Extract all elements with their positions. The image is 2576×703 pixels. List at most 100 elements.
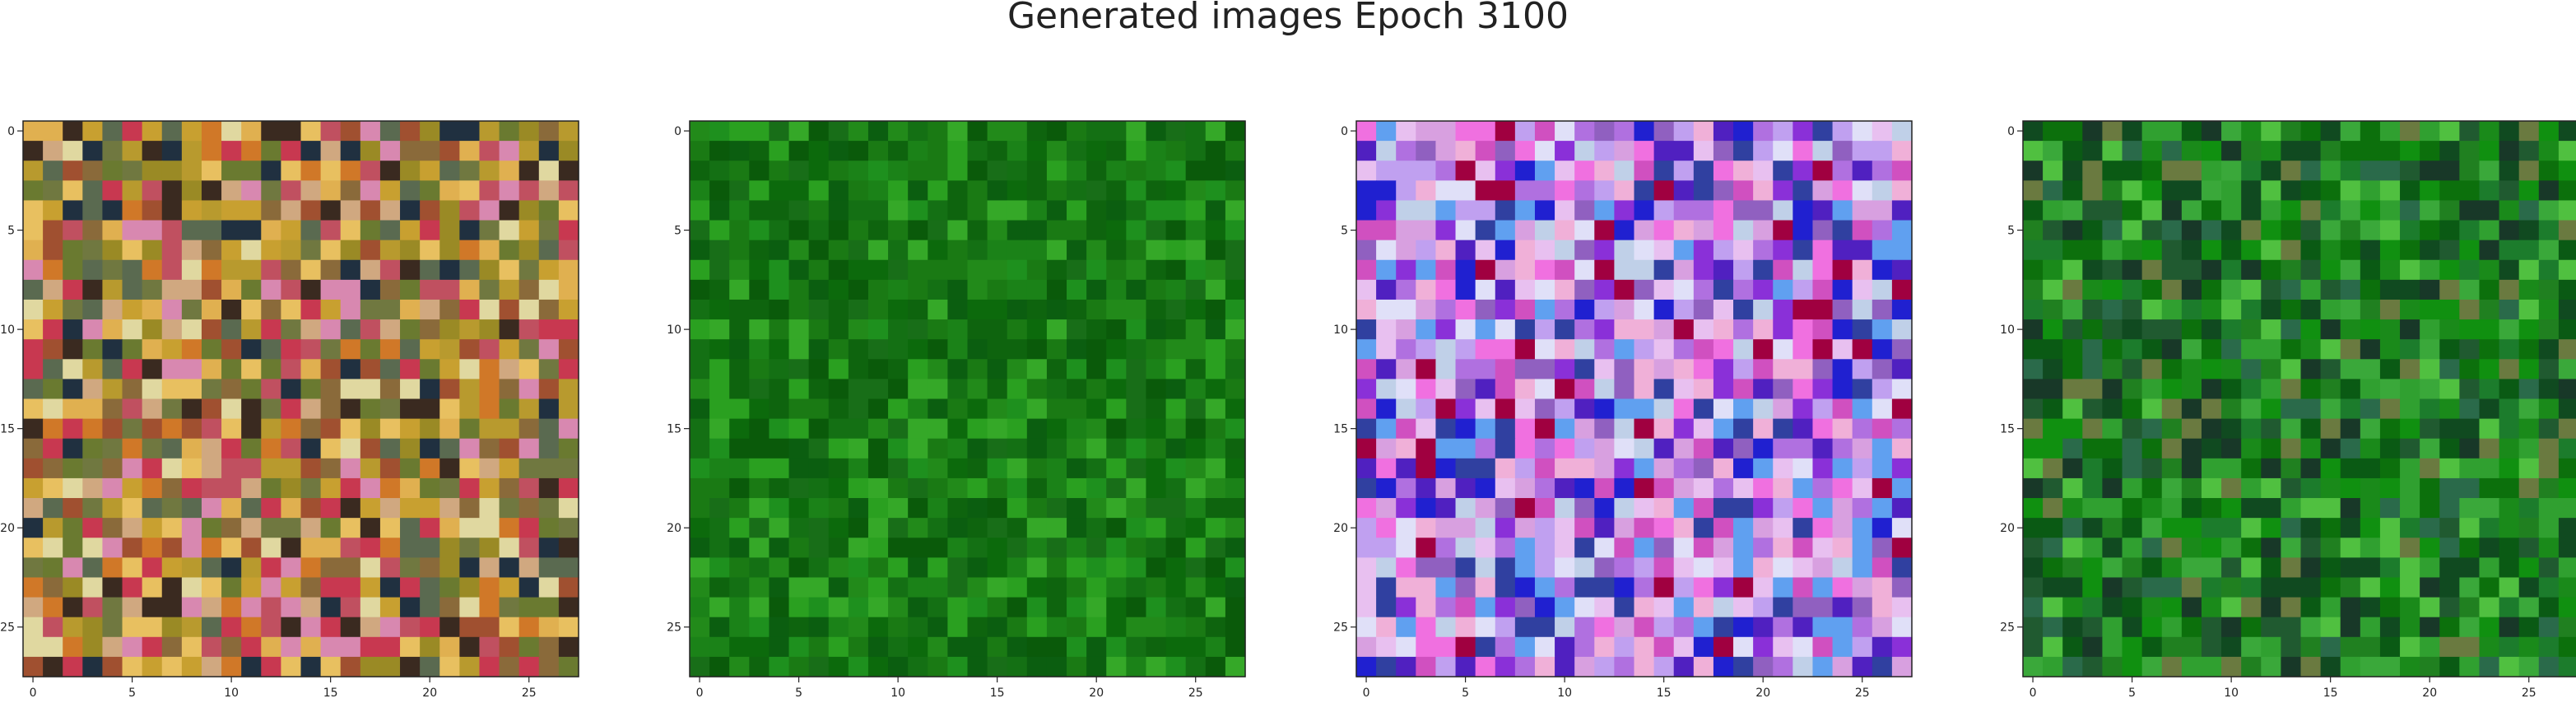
pixel-cell — [828, 279, 849, 300]
pixel-cell — [518, 161, 540, 181]
pixel-cell — [1653, 518, 1675, 538]
pixel-cell — [1026, 498, 1048, 519]
pixel-cell — [2379, 240, 2401, 261]
pixel-cell — [1126, 557, 1147, 579]
pixel-cell — [729, 279, 750, 300]
pixel-cell — [2400, 339, 2420, 360]
pixel-cell — [1106, 379, 1127, 400]
pixel-cell — [439, 141, 460, 161]
pixel-cell — [967, 498, 988, 519]
pixel-cell — [1891, 617, 1913, 638]
pixel-cell — [23, 299, 44, 320]
pixel-cell — [2459, 498, 2481, 519]
pixel-cell — [281, 339, 302, 360]
pixel-cell — [908, 557, 928, 579]
pixel-cell — [1693, 656, 1714, 677]
pixel-cell — [2379, 498, 2401, 519]
pixel-cell — [439, 121, 460, 142]
pixel-cell — [2221, 339, 2242, 360]
pixel-cell — [1046, 557, 1067, 579]
pixel-cell — [2320, 656, 2341, 677]
pixel-cell — [928, 319, 948, 340]
pixel-cell — [1435, 339, 1457, 360]
pixel-cell — [221, 656, 242, 677]
pixel-cell — [538, 557, 560, 579]
pixel-cell — [102, 319, 123, 340]
pixel-cell — [967, 141, 988, 161]
pixel-cell — [1396, 141, 1416, 161]
pixel-cell — [2518, 398, 2540, 420]
pixel-cell — [538, 418, 560, 440]
pixel-cell — [161, 477, 183, 499]
pixel-cell — [1514, 518, 1536, 538]
pixel-cell — [1416, 458, 1437, 479]
pixel-cell — [320, 240, 342, 261]
pixel-cell — [360, 379, 381, 400]
pixel-cell — [1534, 656, 1555, 677]
pixel-cell — [1514, 498, 1536, 519]
pixel-cell — [967, 597, 988, 618]
pixel-cell — [1205, 458, 1226, 479]
pixel-cell — [360, 477, 381, 499]
pixel-cell — [1693, 597, 1714, 618]
pixel-cell — [538, 379, 560, 400]
pixel-cell — [161, 538, 183, 558]
pixel-cell — [1574, 498, 1595, 519]
y-tick-label: 5 — [674, 225, 681, 238]
pixel-cell — [2400, 518, 2420, 538]
pixel-cell — [1205, 577, 1226, 598]
pixel-cell — [2400, 458, 2420, 479]
pixel-cell — [709, 597, 730, 618]
pixel-cell — [379, 141, 401, 161]
pixel-cell — [1007, 538, 1028, 558]
pixel-cell — [1872, 597, 1893, 618]
pixel-cell — [102, 636, 123, 658]
pixel-cell — [221, 299, 242, 320]
pixel-cell — [1225, 299, 1246, 320]
pixel-cell — [2241, 577, 2262, 598]
pixel-cell — [729, 656, 750, 677]
pixel-cell — [947, 498, 969, 519]
pixel-cell — [420, 359, 440, 379]
pixel-cell — [1225, 359, 1246, 379]
pixel-cell — [2459, 636, 2481, 658]
pixel-cell — [2221, 498, 2242, 519]
pixel-cell — [2141, 438, 2163, 459]
pixel-cell — [1046, 259, 1067, 281]
pixel-cell — [2340, 577, 2361, 598]
pixel-cell — [2181, 617, 2202, 638]
pixel-cell — [181, 259, 202, 281]
pixel-cell — [1574, 279, 1595, 300]
pixel-cell — [379, 498, 401, 519]
pixel-cell — [281, 498, 302, 519]
pixel-cell — [23, 597, 44, 618]
pixel-cell — [82, 617, 104, 638]
pixel-cell — [2141, 299, 2163, 320]
pixel-cell — [538, 161, 560, 181]
pixel-cell — [161, 518, 183, 538]
pixel-cell — [1475, 597, 1496, 618]
pixel-cell — [1165, 597, 1187, 618]
pixel-cell — [888, 577, 909, 598]
pixel-cell — [848, 240, 869, 261]
pixel-cell — [1673, 438, 1695, 459]
pixel-cell — [2300, 597, 2322, 618]
pixel-cell — [1653, 418, 1675, 440]
pixel-cell — [221, 359, 242, 379]
pixel-cell — [2122, 617, 2143, 638]
pixel-cell — [2518, 538, 2540, 558]
pixel-cell — [2062, 498, 2083, 519]
pixel-cell — [1067, 339, 1087, 360]
pixel-cell — [400, 121, 421, 142]
pixel-cell — [379, 458, 401, 479]
pixel-cell — [2122, 498, 2143, 519]
pixel-cell — [2420, 339, 2440, 360]
pixel-cell — [459, 538, 481, 558]
pixel-cell — [1205, 240, 1226, 261]
pixel-cell — [2400, 161, 2420, 181]
pixel-cell — [479, 597, 500, 618]
pixel-cell — [729, 458, 750, 479]
pixel-cell — [2518, 359, 2540, 379]
pixel-cell — [947, 339, 969, 360]
pixel-cell — [142, 636, 163, 658]
